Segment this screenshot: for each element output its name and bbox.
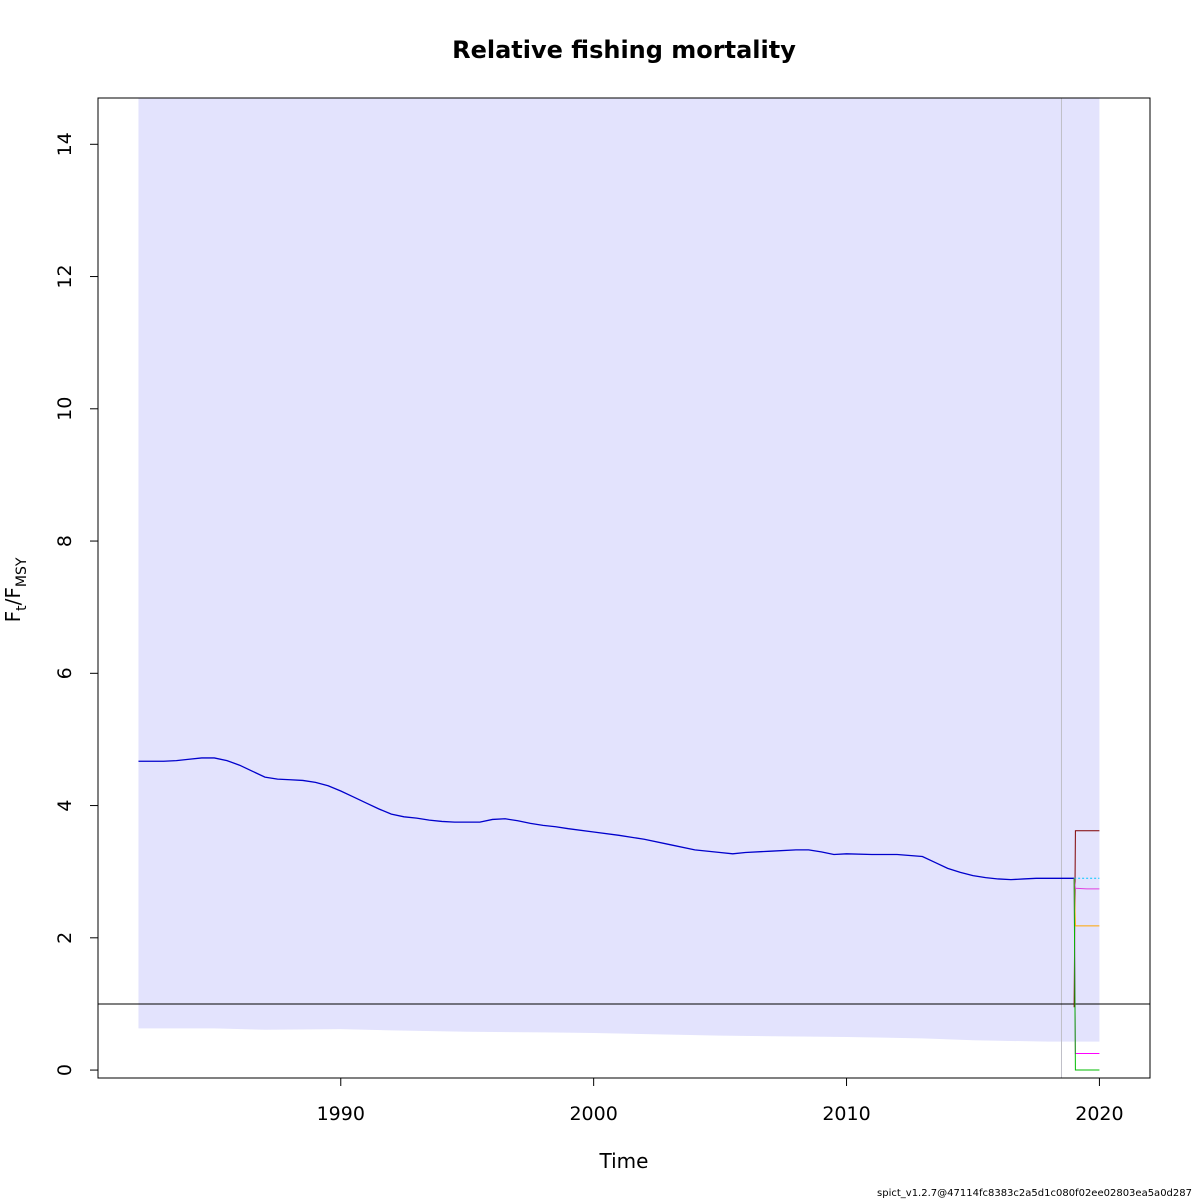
y-label-main: F — [1, 611, 25, 623]
forecast-line-5 — [1073, 878, 1100, 1071]
series-line-0 — [138, 757, 1075, 881]
y-tick-label: 10 — [54, 397, 76, 421]
y-tick-label: 0 — [54, 1064, 76, 1076]
x-axis-label: Time — [599, 1149, 649, 1173]
y-tick-label: 8 — [54, 535, 76, 547]
forecast-group — [1073, 830, 1100, 1071]
y-tick-label: 14 — [54, 132, 76, 156]
y-axis: 0 2 4 6 8 10 12 14 — [54, 132, 99, 1076]
y-tick-label: 4 — [54, 800, 76, 812]
confidence-band — [138, 98, 1100, 1042]
x-tick-label: 2000 — [569, 1103, 617, 1125]
x-tick-label: 1990 — [317, 1103, 365, 1125]
plot-area — [98, 98, 1150, 1078]
forecast-line-2 — [1073, 878, 1100, 890]
y-label-sub2: MSY — [14, 557, 30, 587]
x-tick-label: 2010 — [822, 1103, 870, 1125]
y-axis-label: Ft/FMSY — [1, 557, 30, 622]
version-footer: spict_v1.2.7@47114fc8383c2a5d1c080f02ee0… — [877, 1188, 1192, 1199]
y-label-slash: /F — [1, 587, 25, 605]
y-label-sub1: t — [14, 605, 30, 611]
series-group — [138, 757, 1075, 881]
y-tick-label: 12 — [54, 264, 76, 288]
x-tick-label: 2020 — [1075, 1103, 1123, 1125]
chart-title: Relative fishing mortality — [452, 36, 796, 64]
y-tick-label: 6 — [54, 667, 76, 679]
x-axis: 1990 2000 2010 2020 — [317, 1077, 1124, 1125]
y-tick-label: 2 — [54, 932, 76, 944]
